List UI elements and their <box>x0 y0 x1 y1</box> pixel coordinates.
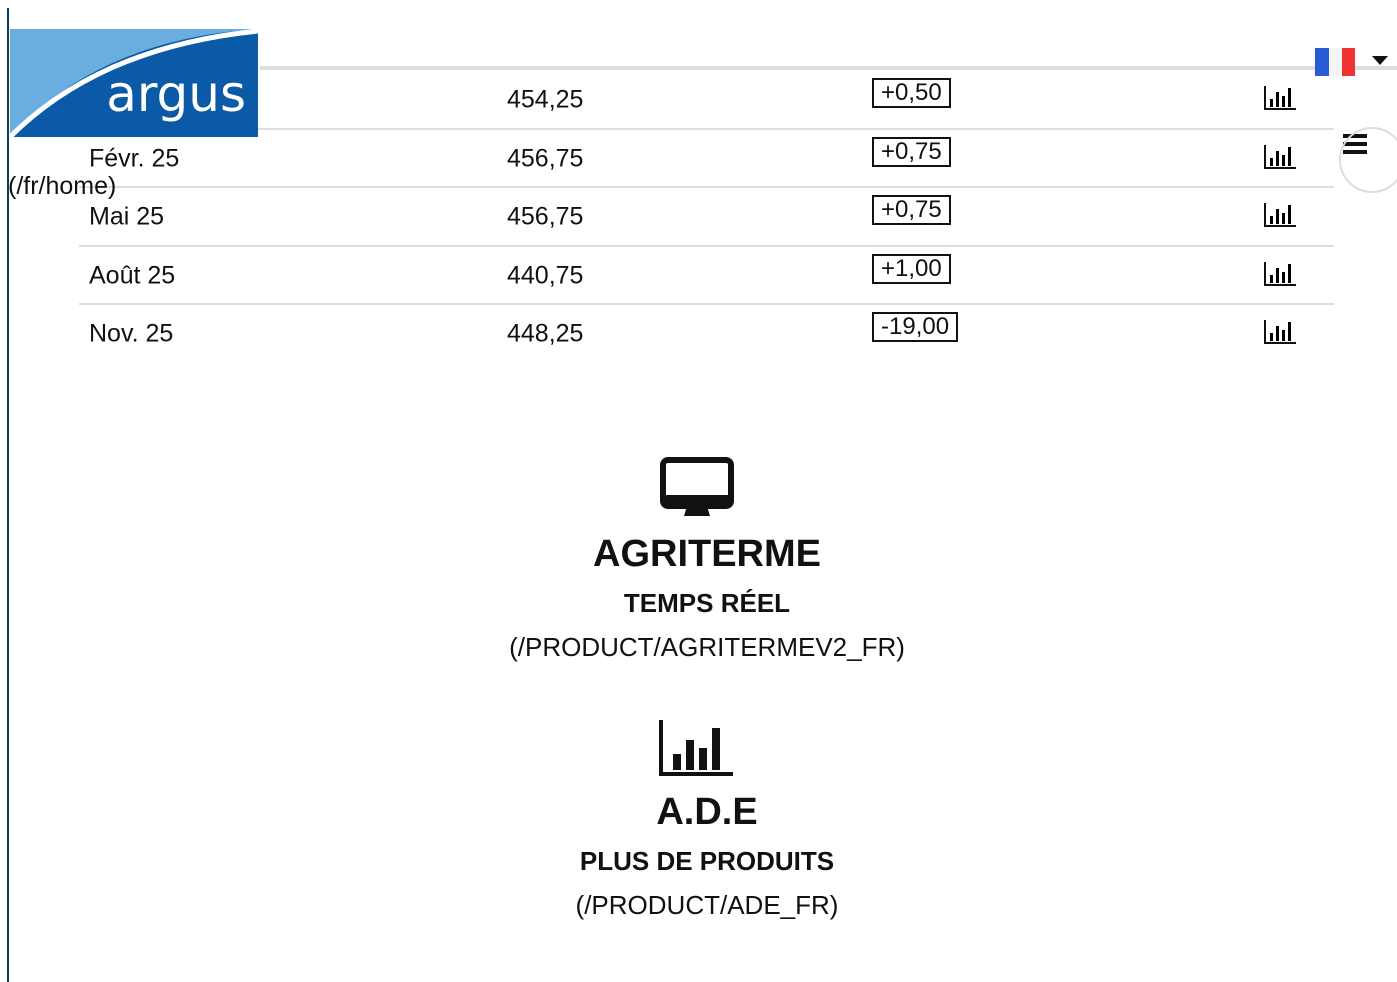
product-subtitle: PLUS DE PRODUITS <box>579 846 835 876</box>
price: 448,25 <box>507 319 584 348</box>
dropdown-caret[interactable] <box>1372 56 1388 65</box>
product-title: A.D.E <box>656 791 758 833</box>
change: -19,00 <box>872 312 959 342</box>
logo-text: argus <box>106 65 246 123</box>
top-rule <box>260 66 1397 70</box>
left-border <box>7 8 9 982</box>
row-divider <box>79 128 1334 130</box>
change: +0,50 <box>872 78 951 108</box>
price: 454,25 <box>507 85 584 114</box>
product-link[interactable]: (/PRODUCT/AGRITERMEV2_FR) <box>509 632 905 662</box>
chart-link[interactable] <box>1263 144 1297 170</box>
chart-link[interactable] <box>1263 261 1297 287</box>
price: 456,75 <box>507 144 584 173</box>
month: Nov. 25 <box>89 319 174 348</box>
top-controls <box>1315 48 1397 193</box>
logo-swoosh <box>10 29 258 137</box>
chart-icon <box>659 720 733 776</box>
product-link[interactable]: (/PRODUCT/ADE_FR) <box>575 890 839 920</box>
product-subtitle: TEMPS RÉEL <box>623 588 791 618</box>
flag[interactable] <box>1315 48 1329 76</box>
home-link[interactable]: (/fr/home) <box>8 172 117 200</box>
logo[interactable]: argus <box>10 29 258 137</box>
row-divider <box>79 186 1334 188</box>
price: 440,75 <box>507 261 584 290</box>
change: +1,00 <box>872 254 951 284</box>
row-divider <box>79 303 1334 305</box>
monitor-icon <box>660 457 734 516</box>
change: +0,75 <box>872 137 951 167</box>
menu-icon[interactable] <box>1343 134 1367 138</box>
month: Mai 25 <box>89 202 165 231</box>
change: +0,75 <box>872 195 951 225</box>
chart-link[interactable] <box>1263 319 1297 345</box>
chart-link[interactable] <box>1263 85 1297 111</box>
product-title: AGRITERME <box>593 533 821 575</box>
price: 456,75 <box>507 202 584 231</box>
month: Août 25 <box>89 261 176 290</box>
month: Févr. 25 <box>89 144 180 173</box>
chart-link[interactable] <box>1263 202 1297 228</box>
row-divider <box>79 245 1334 247</box>
